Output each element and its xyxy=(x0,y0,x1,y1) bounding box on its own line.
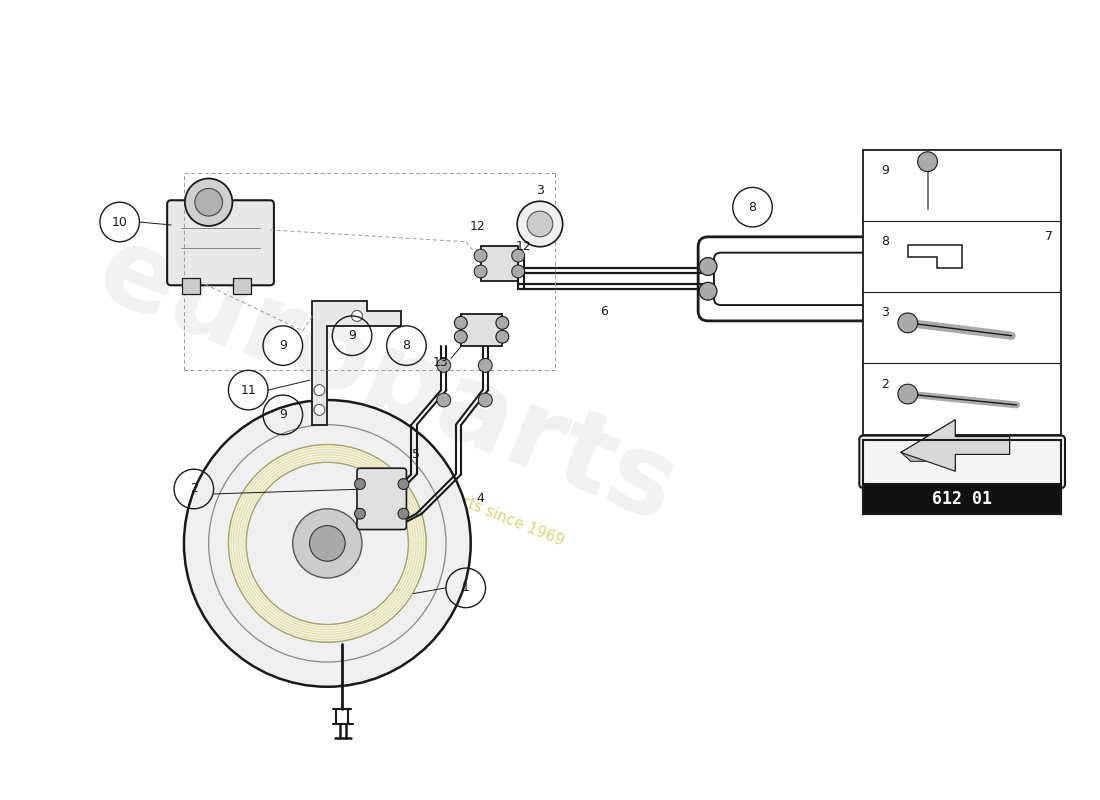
Polygon shape xyxy=(312,301,402,425)
Bar xyxy=(864,439,1062,514)
Text: 9: 9 xyxy=(279,408,287,422)
Circle shape xyxy=(354,478,365,490)
Circle shape xyxy=(293,509,362,578)
Text: 8: 8 xyxy=(748,201,757,214)
FancyBboxPatch shape xyxy=(859,435,1065,488)
Circle shape xyxy=(314,385,324,395)
Bar xyxy=(864,484,1062,514)
Circle shape xyxy=(184,400,471,686)
Circle shape xyxy=(527,211,553,237)
Text: a passion for parts since 1969: a passion for parts since 1969 xyxy=(345,449,566,549)
FancyBboxPatch shape xyxy=(167,200,274,286)
Circle shape xyxy=(898,384,917,404)
Bar xyxy=(481,246,518,282)
Circle shape xyxy=(474,250,487,262)
Text: 612 01: 612 01 xyxy=(932,490,992,508)
Circle shape xyxy=(512,250,525,262)
Circle shape xyxy=(700,282,717,300)
Text: 9: 9 xyxy=(881,164,889,177)
Text: 2: 2 xyxy=(190,482,198,495)
Circle shape xyxy=(478,358,492,372)
Circle shape xyxy=(517,202,563,246)
Circle shape xyxy=(398,508,409,519)
Circle shape xyxy=(496,330,509,343)
Circle shape xyxy=(352,310,362,322)
Circle shape xyxy=(478,393,492,407)
Text: 3: 3 xyxy=(881,306,889,319)
Circle shape xyxy=(314,405,324,415)
Circle shape xyxy=(309,526,345,561)
Circle shape xyxy=(454,330,467,343)
Text: 10: 10 xyxy=(112,215,128,229)
Circle shape xyxy=(474,265,487,278)
Text: europarts: europarts xyxy=(81,215,692,545)
Bar xyxy=(461,314,503,346)
Circle shape xyxy=(185,178,232,226)
Circle shape xyxy=(917,152,937,171)
Bar xyxy=(233,278,251,294)
Circle shape xyxy=(496,317,509,330)
Bar xyxy=(182,278,200,294)
Text: 1: 1 xyxy=(462,582,470,594)
Circle shape xyxy=(354,508,365,519)
Text: 9: 9 xyxy=(279,339,287,352)
Text: 4: 4 xyxy=(476,492,484,506)
Bar xyxy=(864,150,1062,434)
Text: 5: 5 xyxy=(412,448,420,461)
Text: 12: 12 xyxy=(470,221,485,234)
Polygon shape xyxy=(901,420,1010,471)
Circle shape xyxy=(437,358,451,372)
Text: 13: 13 xyxy=(433,356,449,369)
Circle shape xyxy=(1025,258,1043,275)
Text: 3: 3 xyxy=(536,184,543,197)
Polygon shape xyxy=(901,420,1010,471)
Text: 12: 12 xyxy=(515,240,531,254)
Circle shape xyxy=(454,317,467,330)
FancyBboxPatch shape xyxy=(358,468,406,530)
Circle shape xyxy=(195,188,222,216)
Circle shape xyxy=(1025,282,1043,300)
Text: 9: 9 xyxy=(348,330,356,342)
Text: 6: 6 xyxy=(601,305,608,318)
Circle shape xyxy=(898,313,917,333)
Text: 11: 11 xyxy=(240,384,256,397)
Circle shape xyxy=(512,265,525,278)
Text: 7: 7 xyxy=(1045,230,1053,243)
Circle shape xyxy=(437,393,451,407)
Text: 8: 8 xyxy=(881,235,889,248)
Text: 2: 2 xyxy=(881,378,889,390)
Text: 8: 8 xyxy=(403,339,410,352)
Circle shape xyxy=(398,478,409,490)
Circle shape xyxy=(700,258,717,275)
